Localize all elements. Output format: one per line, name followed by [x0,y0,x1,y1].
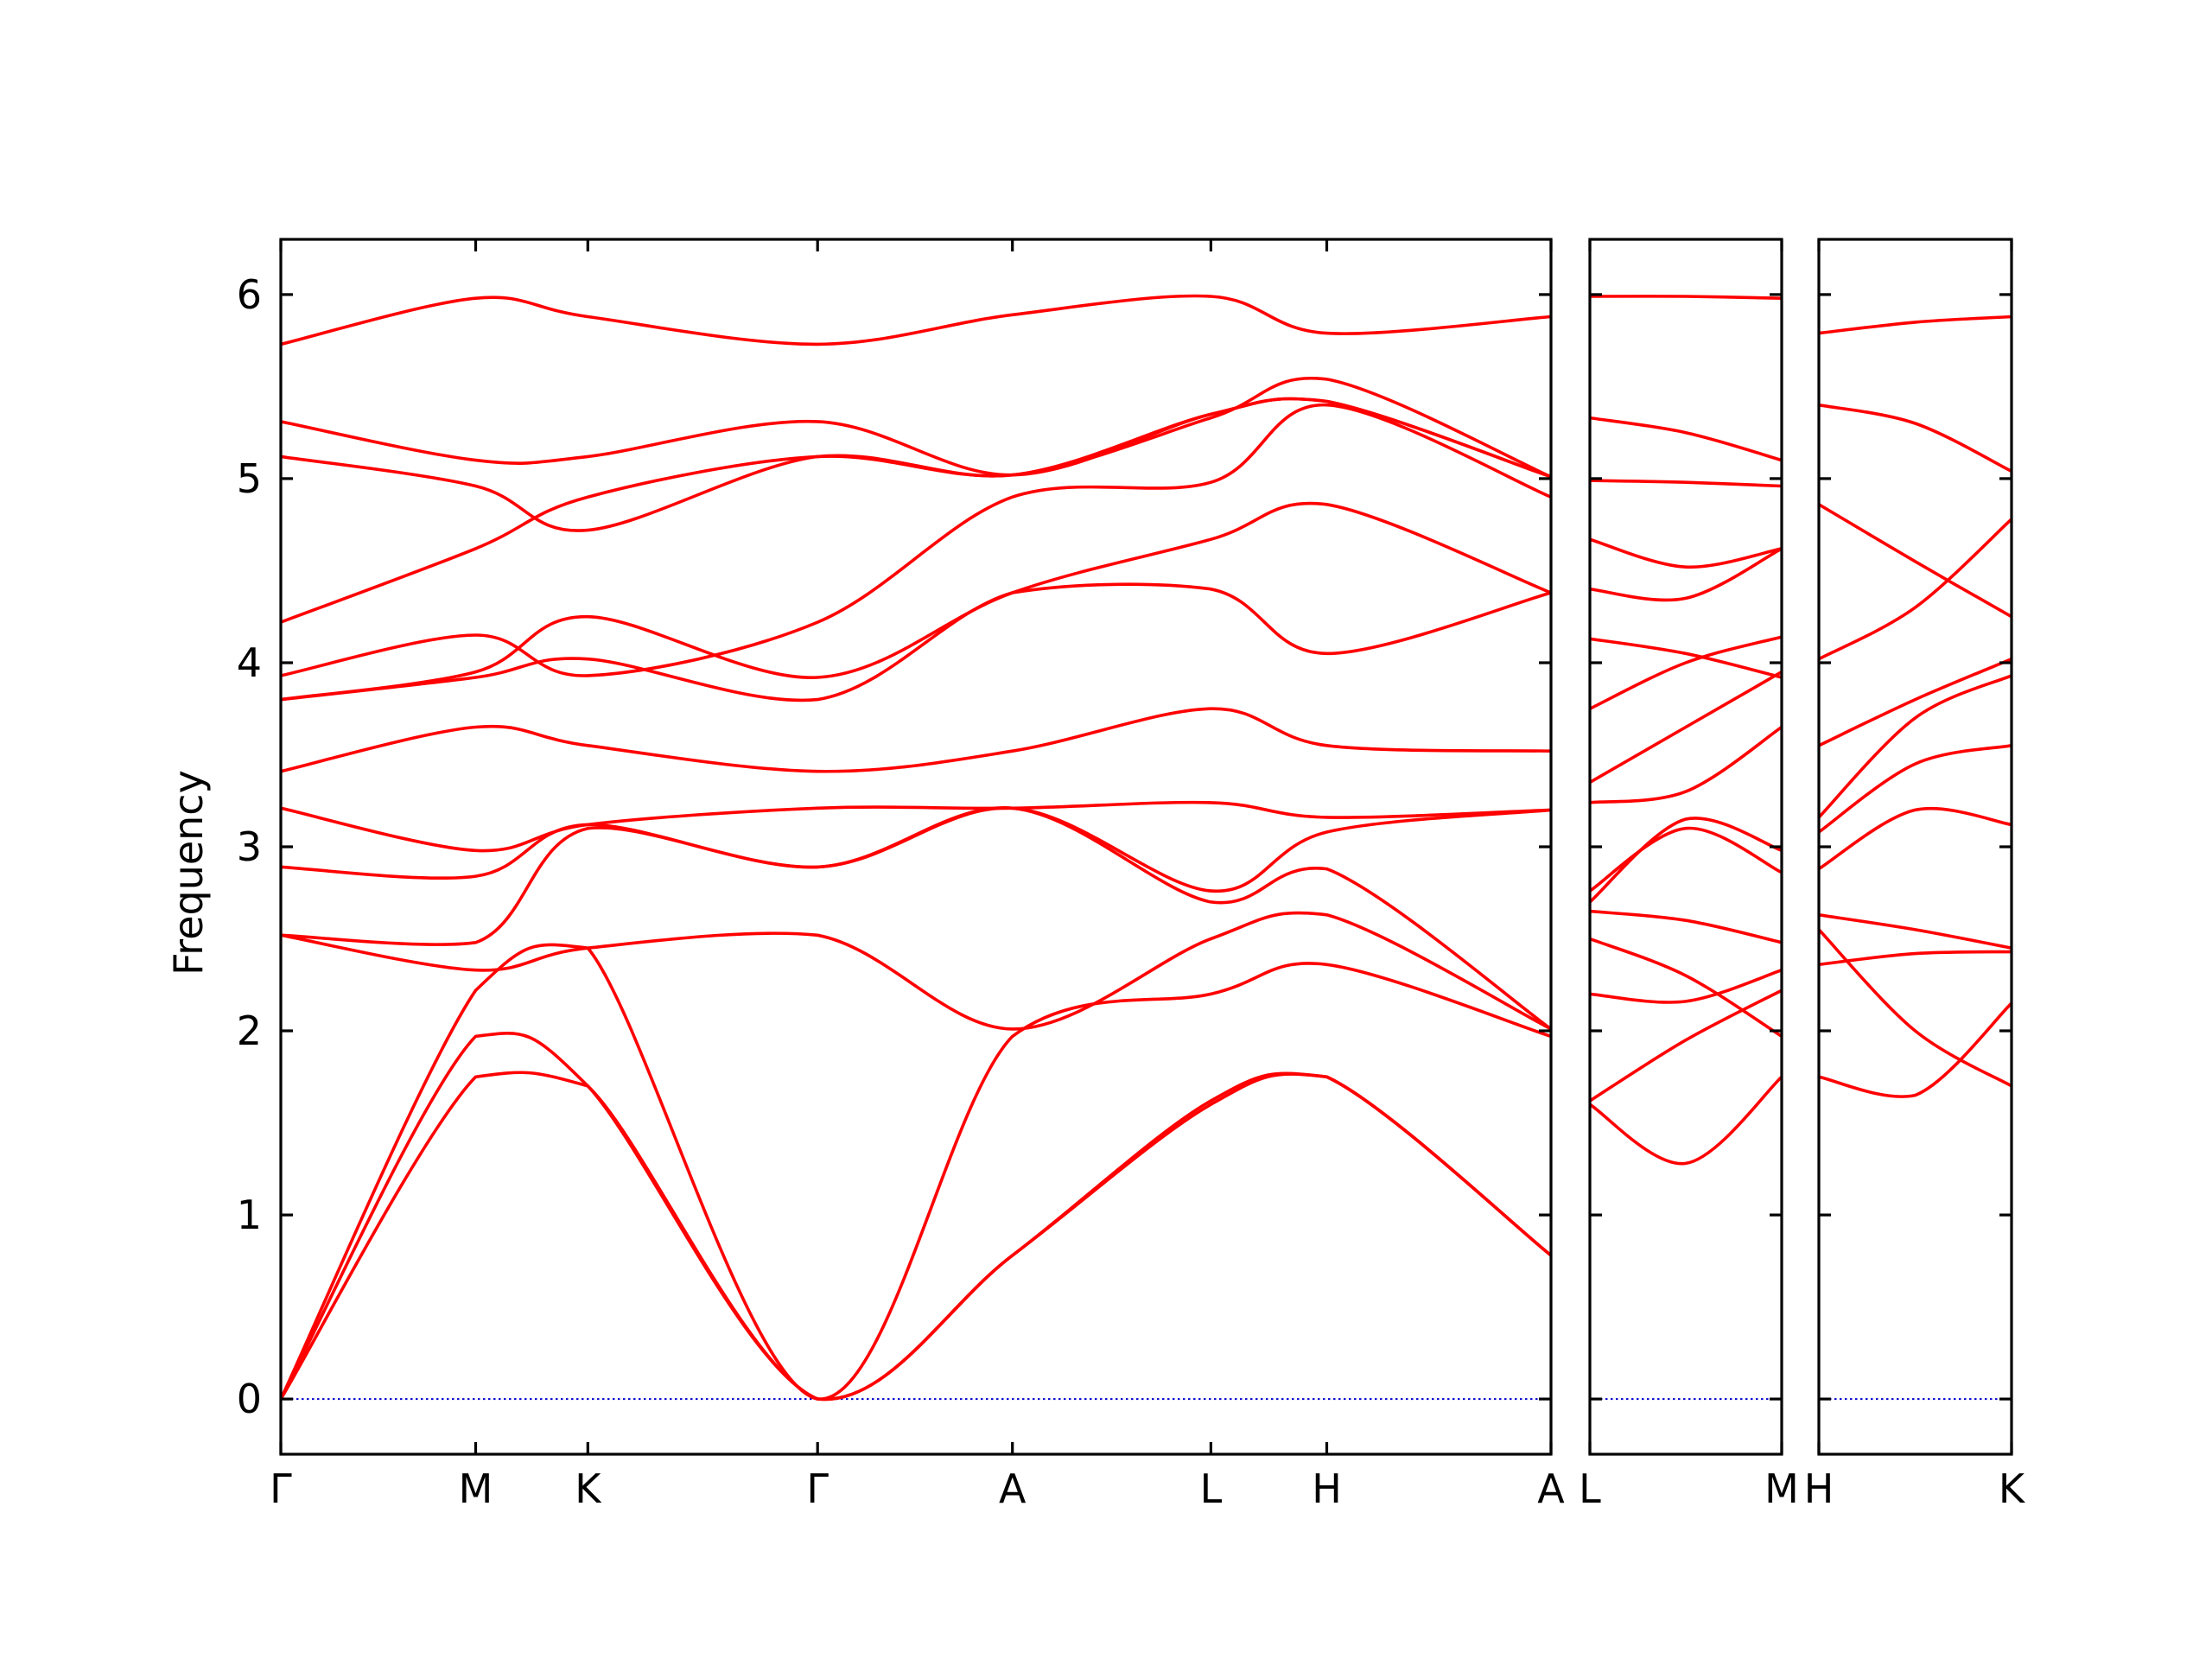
phonon-band-line [281,911,1551,1031]
phonon-band-line [1819,657,2012,747]
phonon-band-line [1819,806,2012,871]
plot-frame [1588,238,1783,1456]
phonon-band-line [1590,637,1782,679]
phonon-band-line [281,403,1551,677]
x-tick-label: K [1999,1465,2026,1512]
phonon-band-line [281,707,1551,773]
phonon-band-line [1590,295,1782,300]
x-tick-label: A [1537,1465,1565,1512]
panel-main [279,238,1553,1456]
x-tick-label: M [1764,1465,1799,1512]
phonon-band-line [1819,403,2012,474]
band-group [281,294,1551,1402]
plot-frame [1817,238,2013,1456]
y-tick-label: 6 [237,271,262,318]
phonon-band-line [1590,937,1782,1039]
phonon-band-line [281,1032,1551,1402]
x-tick-label: A [999,1465,1027,1512]
phonon-band-line [1819,950,2012,967]
phonon-band-line [1590,968,1782,1004]
phonon-band-line [1590,909,1782,944]
x-tick-label: H [1312,1465,1342,1512]
phonon-band-line [1819,913,2012,950]
x-tick-label: L [1579,1465,1601,1512]
y-tick-label: 3 [237,823,262,870]
phonon-band-line [281,800,1551,853]
phonon-band-line [1590,416,1782,462]
x-tick-label: Γ [270,1465,292,1512]
x-tick-label: Γ [806,1465,829,1512]
band-group [1590,295,1782,1166]
phonon-band-line [281,943,1551,1401]
phonon-band-line [1819,674,2012,819]
y-tick-label: 4 [237,639,262,686]
phonon-band-line [281,501,1551,702]
x-tick-label: L [1200,1465,1223,1512]
phonon-band-line [1819,518,2012,661]
x-tick-label: H [1804,1465,1834,1512]
phonon-band-line [1590,479,1782,488]
phonon-band-line [281,294,1551,346]
panel-h-k [1817,238,2013,1456]
x-tick-label: M [459,1465,493,1512]
phonon-band-line [1590,670,1782,785]
phonon-band-line [1590,1075,1782,1166]
phonon-band-line [281,806,1551,893]
band-group [1819,315,2012,1098]
y-tick-label: 1 [237,1192,262,1238]
y-tick-label: 0 [237,1376,262,1422]
phonon-band-line [1590,988,1782,1103]
phonon-band-line [1590,725,1782,804]
phonon-band-line [1590,817,1782,904]
panel-main-plot-area [279,238,1553,1456]
phonon-band-line [1590,547,1782,602]
panel-h-k-plot-area [1817,238,2013,1456]
y-tick-label: 2 [237,1007,262,1054]
phonon-band-line [1819,1001,2012,1098]
y-axis-label: Frequency [165,770,212,976]
plot-frame [279,238,1553,1456]
phonon-band-line [1590,635,1782,710]
phonon-band-line [1819,503,2012,619]
phonon-band-line [1819,928,2012,1088]
phonon-band-line [1590,826,1782,893]
phonon-band-line [1590,537,1782,569]
y-axis-tick-labels: 0 1 2 3 4 5 6 [237,271,262,1422]
phonon-band-line [281,582,1551,702]
panel-l-m [1588,238,1783,1456]
x-tick-label: K [575,1465,602,1512]
phonon-band-line [1819,744,2012,834]
y-tick-label: 5 [237,455,262,502]
panel-l-m-plot-area [1588,238,1783,1456]
phonon-band-line [1819,315,2012,335]
phonon-band-line [281,397,1551,479]
